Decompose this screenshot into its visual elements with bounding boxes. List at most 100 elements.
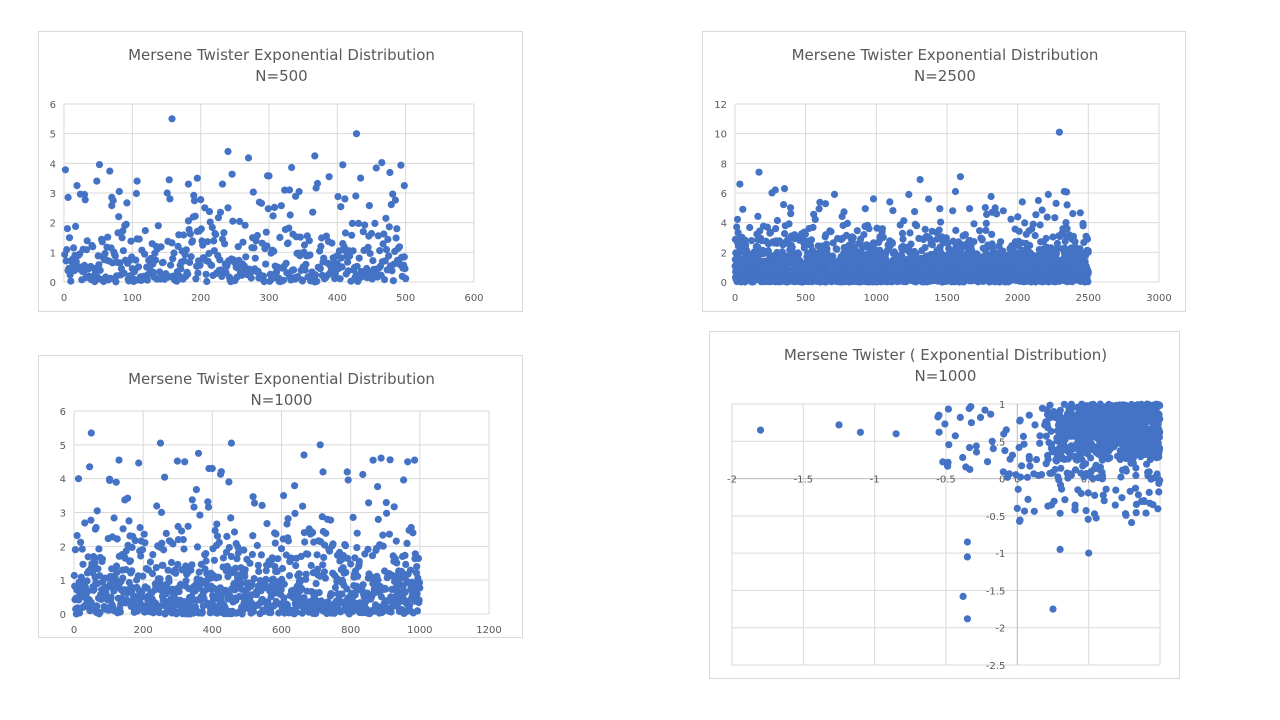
scatter-point	[182, 246, 190, 254]
scatter-point	[978, 236, 986, 244]
scatter-point	[858, 249, 866, 257]
scatter-point	[212, 230, 220, 239]
scatter-point	[186, 230, 194, 238]
scatter-point	[384, 235, 392, 243]
scatter-point	[334, 193, 342, 201]
scatter-chart-n500: Mersene Twister Exponential Distribution…	[50, 46, 484, 304]
scatter-point	[193, 543, 202, 551]
scatter-point	[131, 537, 139, 545]
scatter-point	[328, 239, 336, 247]
scatter-point	[1049, 233, 1057, 241]
x-tick-label: 800	[341, 625, 360, 636]
scatter-point	[786, 204, 795, 212]
scatter-point	[301, 538, 309, 546]
scatter-point	[1025, 455, 1033, 463]
scatter-point	[143, 584, 151, 592]
scatter-point	[292, 562, 300, 570]
scatter-point	[367, 229, 376, 238]
scatter-point	[772, 225, 780, 233]
scatter-point	[1084, 268, 1092, 276]
scatter-point	[240, 546, 248, 554]
scatter-point	[385, 223, 393, 231]
scatter-point	[138, 546, 147, 554]
scatter-point	[202, 557, 210, 565]
scatter-point	[344, 554, 352, 562]
scatter-point	[800, 244, 808, 252]
scatter-point	[159, 258, 167, 266]
scatter-point	[773, 216, 781, 225]
scatter-point	[84, 553, 92, 561]
scatter-point	[830, 190, 839, 198]
scatter-point	[89, 243, 97, 251]
scatter-point	[911, 208, 919, 216]
scatter-point	[400, 476, 408, 484]
y-tick-label: -1.5	[986, 586, 1006, 597]
y-tick-label: -1	[995, 549, 1005, 560]
chart-title-line: Mersene Twister ( Exponential Distributi…	[784, 346, 1107, 364]
scatter-point	[139, 572, 147, 580]
scatter-point	[228, 170, 236, 178]
scatter-point	[267, 609, 275, 617]
scatter-point	[169, 255, 177, 263]
scatter-point	[403, 539, 411, 547]
scatter-point	[401, 551, 409, 559]
scatter-point	[280, 580, 288, 588]
scatter-point	[62, 257, 70, 265]
scatter-point	[371, 219, 379, 227]
scatter-point	[282, 259, 290, 267]
scatter-point	[74, 475, 83, 483]
chart-title-line: N=1000	[251, 391, 313, 409]
scatter-point	[284, 537, 292, 545]
y-tick-label: 2	[721, 248, 727, 259]
scatter-point	[113, 535, 121, 543]
y-tick-label: 0	[50, 278, 56, 289]
scatter-point	[1082, 469, 1091, 478]
scatter-point	[115, 213, 123, 221]
scatter-point	[1096, 463, 1104, 471]
scatter-point	[210, 556, 218, 564]
scatter-point	[285, 186, 294, 194]
scatter-point	[916, 176, 924, 184]
scatter-point	[160, 546, 168, 554]
scatter-point	[389, 190, 397, 198]
scatter-point	[146, 558, 154, 566]
scatter-point	[937, 218, 945, 226]
scatter-point	[116, 259, 124, 267]
scatter-point	[96, 572, 104, 580]
scatter-point	[773, 248, 781, 257]
scatter-point	[251, 254, 259, 262]
scatter-point	[1006, 455, 1014, 463]
scatter-point	[385, 252, 393, 260]
x-tick-label: 0	[732, 293, 738, 304]
scatter-point	[1128, 519, 1136, 527]
scatter-point	[115, 187, 123, 196]
scatter-point	[811, 215, 819, 223]
scatter-point	[86, 463, 94, 471]
y-tick-label: 2	[50, 219, 56, 230]
scatter-point	[321, 574, 329, 582]
scatter-point	[305, 237, 313, 245]
scatter-point	[219, 554, 227, 562]
chart-panel-n1000: Mersene Twister Exponential Distribution…	[38, 355, 523, 638]
scatter-point	[355, 557, 363, 565]
scatter-point	[203, 277, 211, 286]
scatter-point	[75, 596, 83, 604]
scatter-point	[262, 575, 270, 583]
scatter-point	[771, 186, 779, 194]
scatter-point	[385, 530, 393, 538]
scatter-point	[216, 208, 225, 216]
scatter-point	[404, 458, 412, 466]
scatter-point	[357, 174, 365, 182]
scatter-point	[928, 241, 936, 249]
scatter-point	[81, 196, 89, 204]
scatter-point	[1052, 199, 1060, 207]
scatter-point	[246, 559, 254, 567]
scatter-point	[1132, 471, 1140, 479]
scatter-point	[295, 188, 303, 196]
scatter-point	[382, 499, 390, 507]
scatter-point	[272, 530, 280, 538]
scatter-point	[96, 266, 104, 274]
scatter-point	[93, 177, 101, 185]
scatter-point	[215, 538, 223, 546]
scatter-point	[83, 237, 91, 245]
